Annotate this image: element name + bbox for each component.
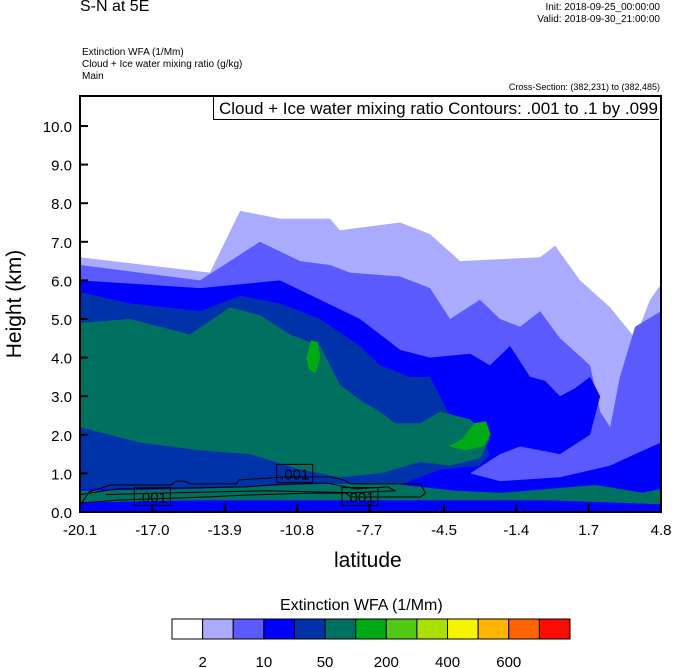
y-tick-label: 10.0 xyxy=(43,119,72,136)
colorbar-label: 200 xyxy=(374,654,399,668)
contour-label-box xyxy=(341,487,379,507)
x-tick-label: -4.5 xyxy=(431,522,457,539)
colorbar-swatch xyxy=(263,618,295,640)
filled-contour-region xyxy=(448,421,491,451)
colorbar-swatch xyxy=(293,618,326,640)
subtitle-mixing-ratio: Cloud + Ice water mixing ratio (g/kg) xyxy=(82,59,243,70)
colorbar-swatch xyxy=(538,618,571,640)
contour-label: .001 xyxy=(138,490,167,507)
colorbar-swatch xyxy=(477,618,510,640)
y-tick-label: 1.0 xyxy=(51,466,72,483)
subtitle-extinction: Extinction WFA (1/Mm) xyxy=(82,47,184,58)
colorbar-swatch xyxy=(447,618,479,640)
subtitle-main: Main xyxy=(82,71,104,82)
y-tick-label: 7.0 xyxy=(51,235,72,252)
colorbar-swatch xyxy=(416,618,449,640)
y-tick-label: 8.0 xyxy=(51,196,72,213)
contour-legend: Cloud + Ice water mixing ratio Contours:… xyxy=(213,96,659,120)
colorbar-swatch xyxy=(232,618,265,640)
valid-time: Valid: 2018-09-30_21:00:00 xyxy=(537,14,660,25)
colorbar-label: 10 xyxy=(256,654,273,668)
cloud-ice-contour-line xyxy=(80,476,426,506)
y-tick-label: 5.0 xyxy=(51,312,72,329)
colorbar-swatch xyxy=(202,618,234,640)
y-tick-label: 9.0 xyxy=(51,158,72,175)
x-tick-label: -13.9 xyxy=(208,522,242,539)
y-axis-title: Height (km) xyxy=(3,249,26,359)
cloud-ice-contour-line xyxy=(80,482,397,496)
contour-label: .001 xyxy=(280,466,309,483)
y-tick-label: 0.0 xyxy=(51,505,72,522)
y-tick-label: 3.0 xyxy=(51,389,72,406)
colorbar-swatch xyxy=(508,618,540,640)
colorbar-swatch xyxy=(385,618,418,640)
y-tick-label: 4.0 xyxy=(51,351,72,368)
cross-section-label: Cross-Section: (382,231) to (382,485) xyxy=(508,82,660,92)
x-tick-label: 1.7 xyxy=(578,522,599,539)
y-tick-label: 2.0 xyxy=(51,428,72,445)
colorbar-label: 400 xyxy=(435,654,460,668)
x-tick-label: -7.7 xyxy=(356,522,382,539)
colorbar-swatch xyxy=(171,618,204,640)
colorbar-label: 600 xyxy=(496,654,521,668)
filled-contour-region xyxy=(80,483,661,505)
x-tick-label: -20.1 xyxy=(63,522,97,539)
plot-title: S-N at 5E xyxy=(80,0,150,15)
x-tick-label: -17.0 xyxy=(135,522,169,539)
colorbar-swatch xyxy=(324,618,357,640)
x-tick-label: 4.8 xyxy=(651,522,672,539)
x-tick-label: -10.8 xyxy=(280,522,314,539)
contour-label-box xyxy=(276,463,314,483)
y-tick-label: 6.0 xyxy=(51,273,72,290)
filled-contour-region xyxy=(306,340,321,374)
colorbar-title: Extinction WFA (1/Mm) xyxy=(280,597,443,614)
colorbar-label: 2 xyxy=(198,654,206,668)
plot-area: .001 .001 .001 xyxy=(80,96,661,512)
filled-contour-region xyxy=(80,307,490,478)
contour-label: .001 xyxy=(345,490,374,507)
colorbar-label: 50 xyxy=(317,654,334,668)
colorbar-swatch xyxy=(355,618,387,640)
x-axis-title: latitude xyxy=(334,549,402,572)
init-time: Init: 2018-09-25_00:00:00 xyxy=(545,2,660,13)
x-tick-label: -1.4 xyxy=(503,522,529,539)
